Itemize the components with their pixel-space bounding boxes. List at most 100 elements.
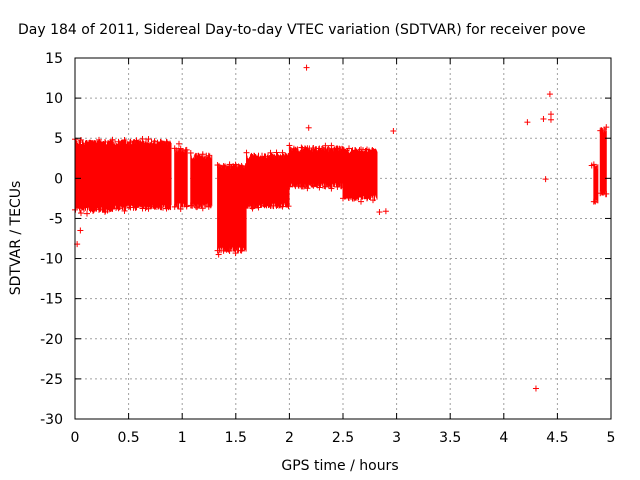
data-point [139,135,146,142]
data-point [163,205,170,212]
x-axis-label: GPS time / hours [281,458,398,474]
data-point [346,145,352,152]
data-point [238,247,245,254]
data-point [84,210,90,217]
data-point [279,149,286,156]
data-point [597,190,604,197]
data-point [127,138,134,145]
data-point [121,137,128,144]
data-point [328,185,335,192]
data-point [232,161,239,168]
data-point [352,194,358,201]
data-point [145,205,152,212]
y-axis-label: SDTVAR / TECUs [8,181,24,296]
x-tick-label: 2 [285,430,294,446]
data-point [243,149,250,156]
data-point [151,203,158,210]
data-point [226,161,233,168]
data-point [183,203,190,210]
outlier-point [542,176,549,183]
data-point [127,204,134,211]
outlier-point [532,385,539,392]
y-tick-label: -25 [40,372,63,388]
data-point [267,202,274,209]
x-tick-label: 0.5 [117,430,139,446]
error-bar-band [187,149,213,212]
data-point [334,183,341,190]
error-bar-band [171,145,190,212]
data-point [220,247,227,254]
data-point [102,138,108,145]
outlier-point [376,209,383,216]
outlier-point [305,124,312,131]
data-point [603,124,610,131]
data-point [316,145,323,152]
outlier-point [588,162,595,169]
y-tick-label: -10 [40,252,63,268]
x-tick-label: 0 [71,430,80,446]
y-tick-label: -5 [49,211,63,227]
data-point [255,204,262,211]
data-point [370,197,376,204]
data-point [90,207,96,214]
data-point [121,207,128,214]
data-point [205,152,212,159]
data-point [109,205,116,212]
data-point [199,205,206,212]
x-tick-label: 5 [607,430,616,446]
data-point [310,182,317,189]
outlier-point [175,140,182,147]
data-point [115,205,122,212]
outlier-point [77,227,84,234]
data-point [298,183,305,190]
outlier-point [382,208,389,215]
data-point [352,147,358,154]
x-tick-label: 1 [178,430,187,446]
data-point [273,202,280,209]
data-point [292,146,299,153]
data-point [304,145,311,152]
data-point [340,195,346,202]
data-point [340,146,346,153]
chart-title: Day 184 of 2011, Sidereal Day-to-day VTE… [18,22,586,38]
outlier-point [540,115,547,122]
x-tick-label: 2.5 [332,430,354,446]
data-point [370,147,376,154]
data-point [364,195,370,202]
data-point [171,203,178,210]
error-bar-band [597,124,610,198]
data-point [285,203,292,210]
x-tick-label: 1.5 [225,430,247,446]
data-point [199,151,206,158]
outlier-point [215,251,222,258]
data-point [279,203,286,210]
y-tick-label: 15 [45,51,63,67]
data-point [346,194,352,201]
data-point [84,140,90,147]
error-bar-band [243,149,292,212]
outlier-point [547,116,554,123]
data-point [102,208,108,215]
data-point [133,137,140,144]
x-tick-label: 3 [392,430,401,446]
outlier-point [303,64,310,71]
error-bar-band [590,161,599,205]
outlier-point [390,128,397,135]
data-point [157,139,164,146]
data-point [183,146,190,153]
data-point [151,138,158,145]
y-tick-label: 5 [54,131,63,147]
data-point [96,136,102,143]
error-bar-band [286,142,344,192]
data-point [139,205,146,212]
x-tick-label: 4 [499,430,508,446]
data-point [145,136,152,143]
data-point [261,153,268,160]
data-point [286,183,293,190]
data-layer [72,64,610,392]
data-point [249,205,256,212]
error-bar-band [72,136,114,217]
data-point [96,206,102,213]
data-point [267,149,274,156]
